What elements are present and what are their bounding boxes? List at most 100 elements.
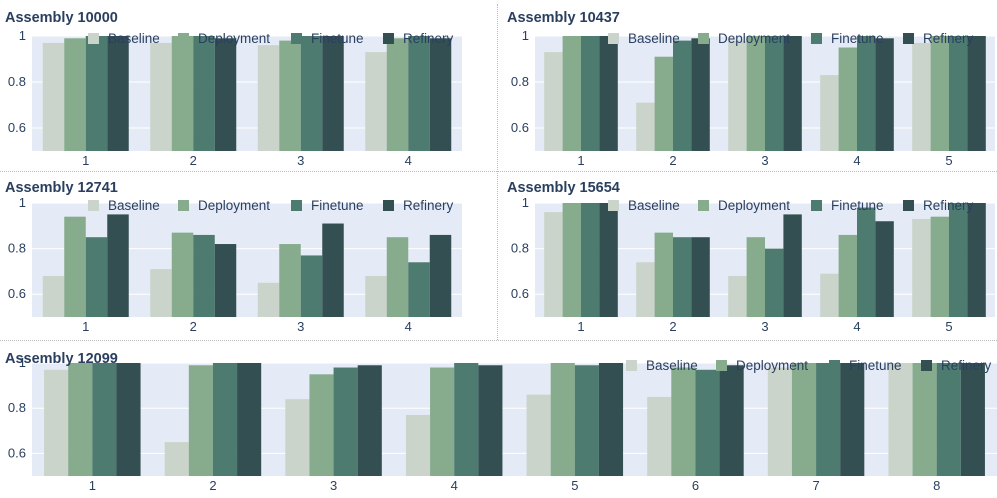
bar-deployment-1[interactable]	[64, 216, 86, 317]
bar-deployment-3[interactable]	[309, 374, 334, 476]
bar-baseline-2[interactable]	[150, 269, 172, 317]
bar-finetune-2[interactable]	[193, 36, 215, 151]
bar-finetune-1[interactable]	[581, 203, 600, 317]
bar-refinery-3[interactable]	[322, 36, 344, 151]
bar-refinery-5[interactable]	[598, 363, 624, 476]
bar-deployment-7[interactable]	[791, 363, 817, 476]
bar-refinery-4[interactable]	[429, 38, 452, 151]
bar-deployment-3[interactable]	[746, 36, 765, 151]
bar-deployment-8[interactable]	[912, 363, 937, 476]
bar-baseline-5[interactable]	[526, 394, 551, 476]
bar-refinery-2[interactable]	[691, 237, 710, 317]
bar-baseline-2[interactable]	[636, 262, 655, 317]
legend-item-deployment[interactable]: Deployment	[698, 198, 790, 213]
bar-refinery-8[interactable]	[960, 363, 985, 476]
bar-baseline-3[interactable]	[285, 399, 310, 476]
bar-refinery-2[interactable]	[237, 363, 262, 476]
bar-finetune-1[interactable]	[581, 36, 600, 151]
legend-item-refinery[interactable]: Refinery	[383, 198, 454, 213]
bar-deployment-4[interactable]	[386, 38, 409, 151]
legend-item-refinery[interactable]: Refinery	[383, 31, 454, 46]
legend-item-baseline[interactable]: Baseline	[88, 31, 160, 46]
bar-refinery-7[interactable]	[840, 363, 865, 476]
bar-refinery-4[interactable]	[875, 221, 894, 317]
bar-finetune-3[interactable]	[300, 36, 323, 151]
bar-deployment-1[interactable]	[68, 363, 93, 476]
bar-deployment-1[interactable]	[64, 38, 86, 151]
bar-finetune-2[interactable]	[212, 363, 238, 476]
bar-refinery-1[interactable]	[107, 214, 129, 317]
legend-item-finetune[interactable]: Finetune	[291, 31, 364, 46]
bar-baseline-1[interactable]	[44, 369, 69, 476]
bar-deployment-3[interactable]	[279, 244, 301, 317]
legend-item-finetune[interactable]: Finetune	[291, 198, 364, 213]
bar-refinery-4[interactable]	[478, 365, 503, 476]
bar-baseline-5[interactable]	[912, 218, 931, 317]
bar-deployment-2[interactable]	[171, 36, 194, 151]
bar-finetune-7[interactable]	[816, 363, 841, 476]
bar-finetune-2[interactable]	[673, 40, 692, 151]
legend-item-finetune[interactable]: Finetune	[811, 198, 884, 213]
bar-deployment-5[interactable]	[550, 363, 575, 476]
bar-finetune-4[interactable]	[857, 36, 876, 151]
bar-finetune-3[interactable]	[765, 248, 784, 317]
bar-refinery-6[interactable]	[719, 365, 744, 476]
bar-deployment-4[interactable]	[430, 367, 455, 476]
bar-deployment-4[interactable]	[838, 234, 857, 317]
bar-refinery-2[interactable]	[691, 38, 710, 151]
bar-finetune-2[interactable]	[673, 237, 692, 317]
bar-refinery-3[interactable]	[783, 36, 802, 151]
bar-refinery-1[interactable]	[116, 363, 141, 476]
bar-refinery-5[interactable]	[967, 203, 986, 317]
bar-deployment-2[interactable]	[171, 232, 194, 317]
bar-deployment-2[interactable]	[188, 365, 213, 476]
legend-item-deployment[interactable]: Deployment	[698, 31, 790, 46]
legend-item-finetune[interactable]: Finetune	[829, 358, 902, 373]
bar-refinery-3[interactable]	[783, 214, 802, 317]
bar-baseline-5[interactable]	[912, 42, 931, 151]
bar-finetune-1[interactable]	[85, 36, 108, 151]
bar-baseline-6[interactable]	[647, 396, 672, 476]
bar-refinery-5[interactable]	[967, 36, 986, 151]
bar-baseline-4[interactable]	[365, 275, 387, 317]
bar-deployment-5[interactable]	[930, 216, 949, 317]
bar-baseline-8[interactable]	[888, 363, 913, 476]
bar-deployment-6[interactable]	[671, 367, 696, 476]
bar-finetune-5[interactable]	[949, 203, 968, 317]
bar-deployment-3[interactable]	[279, 40, 301, 151]
bar-refinery-1[interactable]	[599, 36, 618, 151]
legend-item-baseline[interactable]: Baseline	[88, 198, 160, 213]
legend-item-refinery[interactable]: Refinery	[903, 31, 974, 46]
legend-item-refinery[interactable]: Refinery	[903, 198, 974, 213]
bar-baseline-3[interactable]	[728, 40, 747, 151]
bar-baseline-2[interactable]	[150, 42, 172, 151]
bar-refinery-3[interactable]	[322, 223, 344, 317]
legend-item-baseline[interactable]: Baseline	[608, 198, 680, 213]
legend-item-deployment[interactable]: Deployment	[178, 198, 270, 213]
bar-baseline-1[interactable]	[544, 212, 563, 317]
legend-item-refinery[interactable]: Refinery	[921, 358, 992, 373]
legend-item-baseline[interactable]: Baseline	[608, 31, 680, 46]
bar-deployment-2[interactable]	[654, 56, 673, 152]
bar-refinery-1[interactable]	[107, 36, 129, 151]
bar-finetune-4[interactable]	[408, 36, 430, 151]
bar-finetune-2[interactable]	[193, 234, 215, 317]
bar-deployment-4[interactable]	[386, 237, 409, 317]
bar-baseline-2[interactable]	[164, 442, 189, 476]
bar-refinery-2[interactable]	[214, 244, 237, 317]
bar-finetune-3[interactable]	[300, 255, 323, 317]
bar-finetune-8[interactable]	[936, 363, 961, 476]
bar-refinery-4[interactable]	[429, 234, 452, 317]
bar-refinery-3[interactable]	[357, 365, 382, 476]
bar-baseline-3[interactable]	[728, 275, 747, 317]
bar-baseline-1[interactable]	[42, 275, 65, 317]
legend-item-baseline[interactable]: Baseline	[626, 358, 698, 373]
bar-finetune-5[interactable]	[949, 36, 968, 151]
bar-finetune-1[interactable]	[92, 363, 117, 476]
bar-finetune-6[interactable]	[695, 369, 720, 476]
bar-refinery-4[interactable]	[875, 38, 894, 151]
bar-baseline-3[interactable]	[257, 45, 280, 152]
bar-finetune-4[interactable]	[857, 207, 876, 317]
bar-baseline-1[interactable]	[42, 42, 65, 151]
bar-deployment-5[interactable]	[930, 36, 949, 151]
